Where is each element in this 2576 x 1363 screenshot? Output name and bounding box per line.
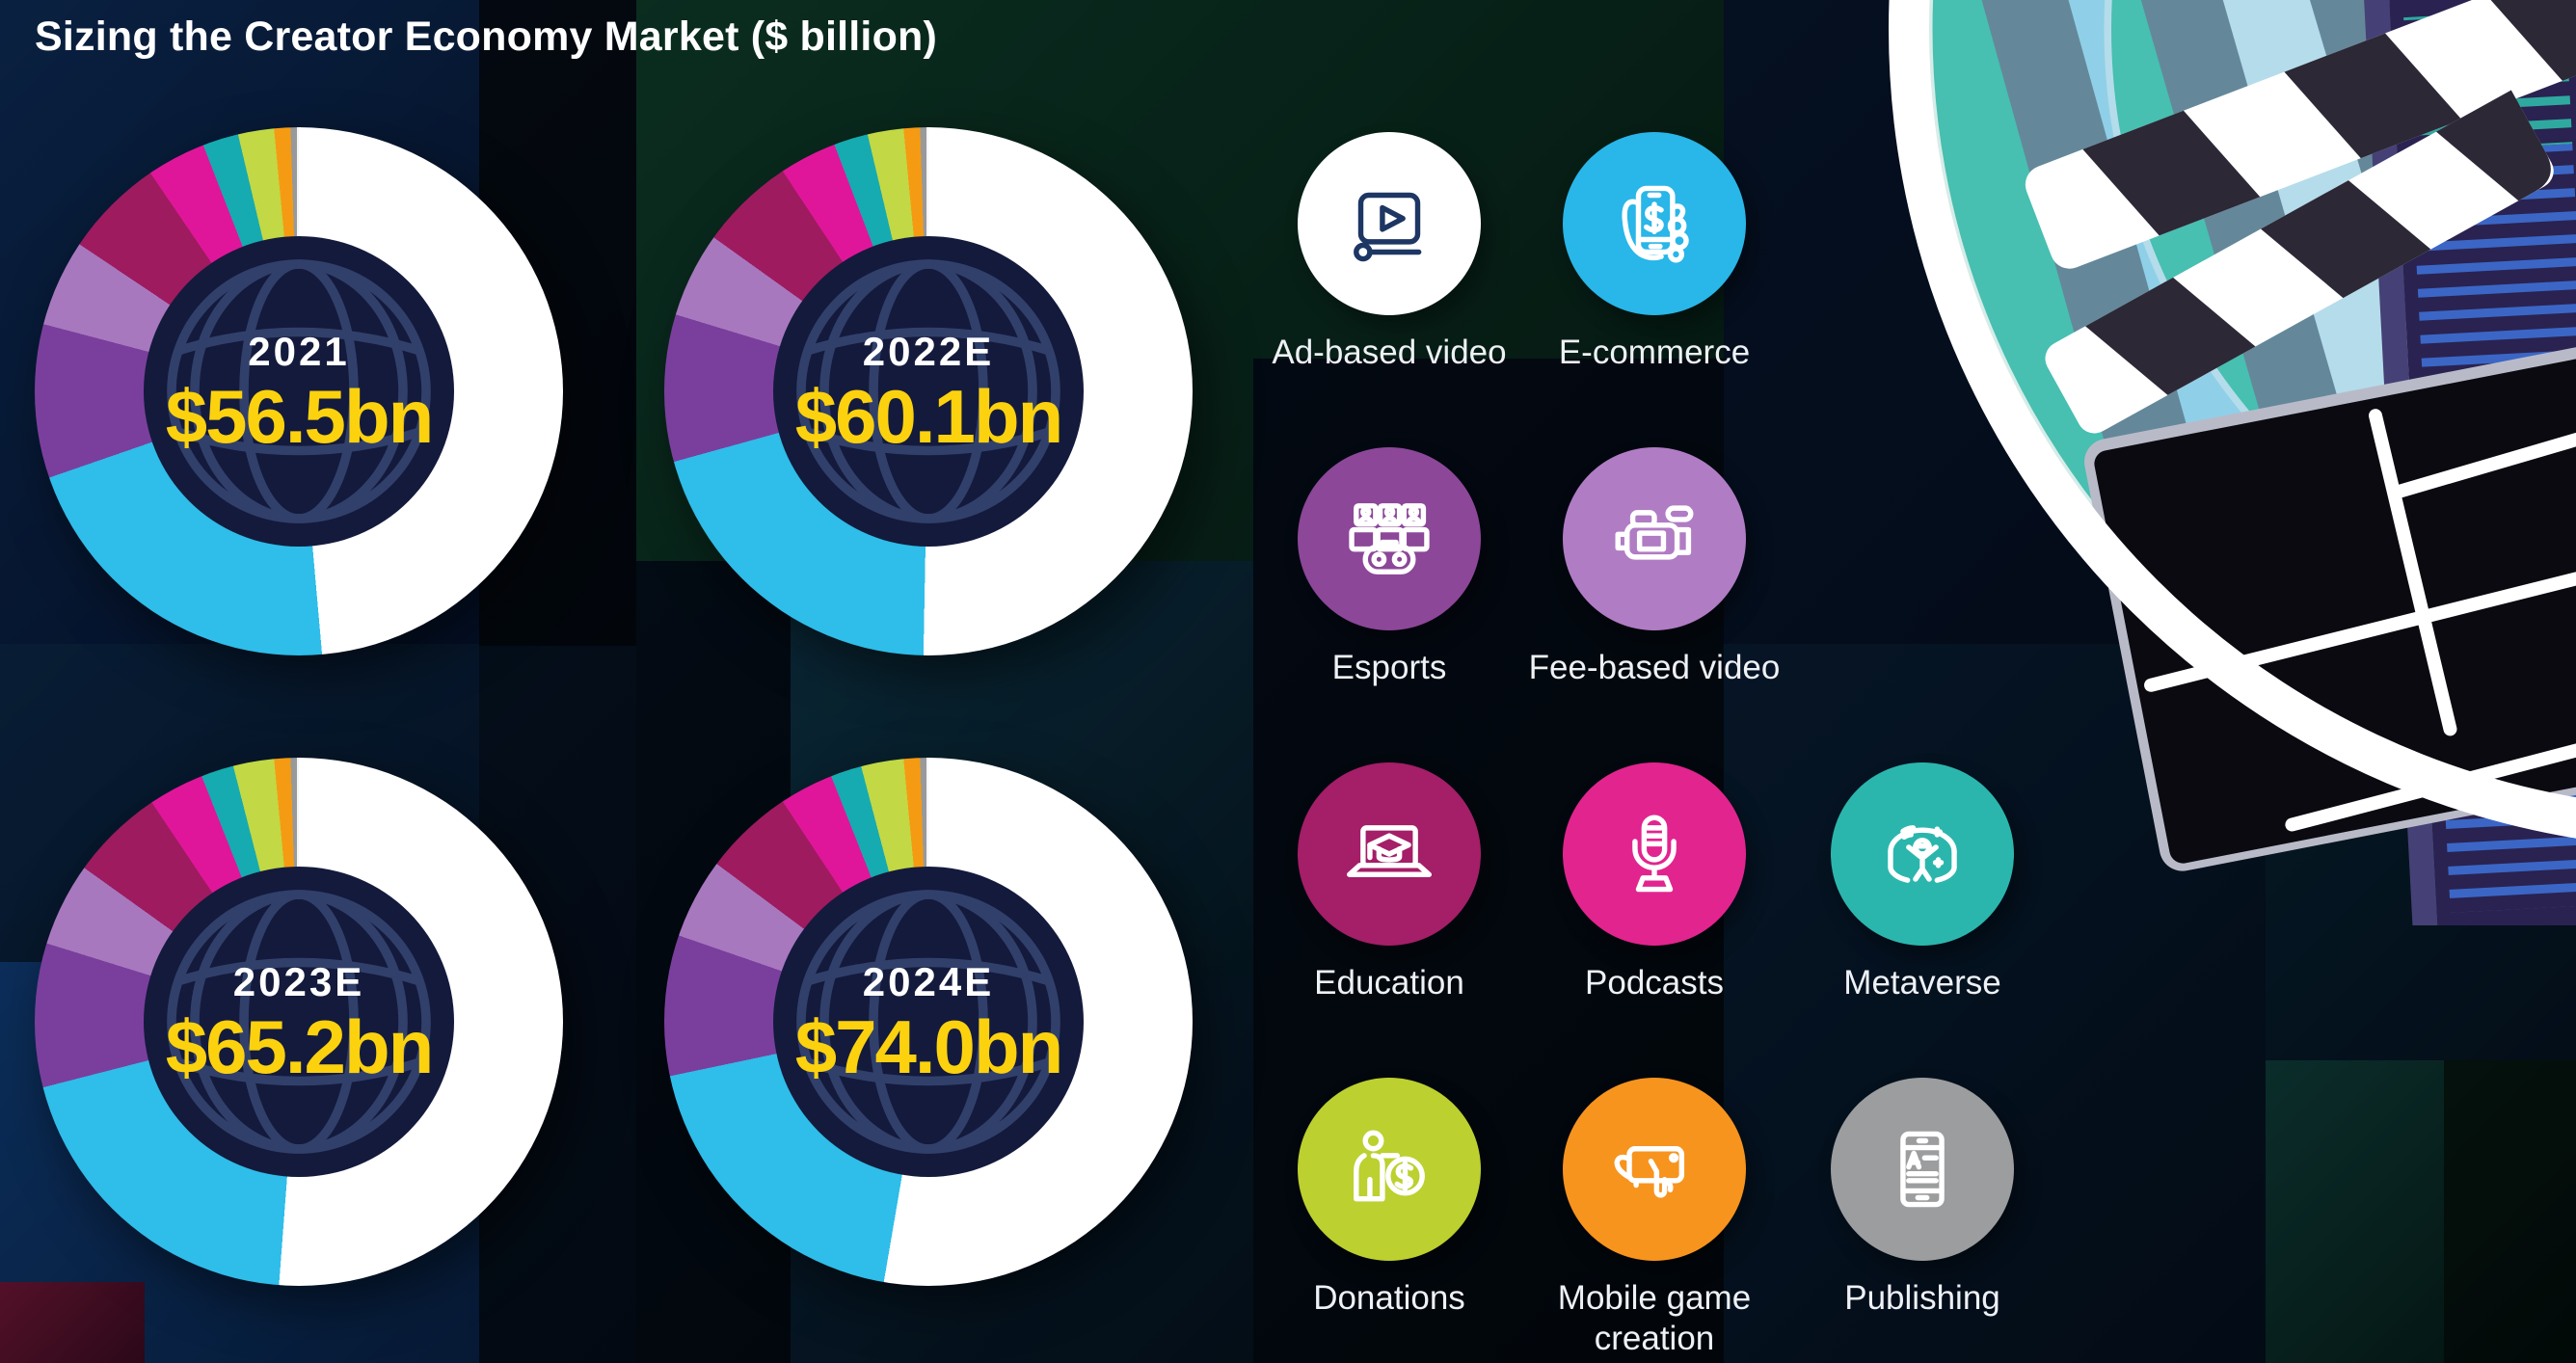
e-reader-icon	[1900, 1131, 1945, 1208]
legend-circle	[1298, 1078, 1481, 1261]
donut-chart-2021: 2021 $56.5bn	[35, 127, 563, 655]
legend-item-ad-based-video: Ad-based video	[1249, 132, 1529, 373]
gamepad-screens-icon	[1349, 503, 1430, 575]
hand-phone-dollar-icon	[1622, 185, 1689, 263]
legend-circle	[1831, 762, 2014, 946]
legend-item-publishing: Publishing	[1783, 1078, 2062, 1319]
legend-label: Metaverse	[1843, 964, 2001, 1002]
vr-panorama-icon	[1888, 825, 1957, 883]
video-camera-icon	[1615, 505, 1694, 560]
legend-item-fee-based-video: Fee-based video	[1515, 447, 1794, 688]
page-title: Sizing the Creator Economy Market ($ bil…	[35, 13, 938, 60]
legend-item-mobile-game-creation: Mobile game creation	[1515, 1078, 1794, 1359]
legend-item-e-commerce: E-commerce	[1515, 132, 1794, 373]
legend-label: Education	[1314, 964, 1464, 1002]
legend-circle	[1298, 132, 1481, 315]
background-tile	[0, 1282, 145, 1363]
legend-circle	[1563, 132, 1746, 315]
person-coin-icon	[1354, 1130, 1425, 1202]
donut-start-tick	[297, 758, 301, 871]
donut-year-label: 2021	[248, 329, 350, 374]
donut-total-value: $56.5bn	[165, 374, 434, 459]
donut-start-tick	[926, 758, 930, 871]
background-tile	[2266, 1060, 2444, 1363]
legend-circle	[1563, 762, 1746, 946]
globe-icon	[796, 259, 1060, 523]
donut-total-value: $74.0bn	[794, 1004, 1063, 1089]
legend-label: E-commerce	[1558, 334, 1751, 371]
globe-icon	[167, 259, 431, 523]
donut-chart-2022e: 2022E $60.1bn	[664, 127, 1193, 655]
background-tile	[2444, 1060, 2576, 1363]
legend-label: Ad-based video	[1272, 334, 1507, 371]
donut-year-label: 2023E	[232, 959, 365, 1004]
donut-center: 2022E $60.1bn	[773, 236, 1084, 547]
phone-tap-icon	[1614, 1146, 1685, 1198]
video-player-icon	[1354, 192, 1422, 262]
donut-year-label: 2022E	[862, 329, 995, 374]
clapperboard-illustration	[1889, 0, 2576, 925]
donut-start-tick	[926, 127, 930, 241]
donut-total-value: $65.2bn	[165, 1004, 434, 1089]
donut-chart-2023e: 2023E $65.2bn	[35, 758, 563, 1286]
globe-icon	[796, 890, 1060, 1154]
donut-center: 2024E $74.0bn	[773, 867, 1084, 1177]
donut-chart-2024e: 2024E $74.0bn	[664, 758, 1193, 1286]
legend-circle	[1298, 447, 1481, 630]
donut-total-value: $60.1bn	[794, 374, 1063, 459]
legend-circle	[1563, 447, 1746, 630]
microphone-icon	[1632, 815, 1677, 893]
legend-label: Publishing	[1844, 1279, 2000, 1317]
legend-item-donations: Donations	[1249, 1078, 1529, 1319]
legend-circle	[1563, 1078, 1746, 1261]
legend-item-metaverse: Metaverse	[1783, 762, 2062, 1003]
legend-circle	[1298, 762, 1481, 946]
legend-label: Mobile game creation	[1557, 1279, 1752, 1357]
legend-label: Esports	[1331, 649, 1447, 686]
legend-label: Donations	[1313, 1279, 1465, 1317]
legend-label: Fee-based video	[1528, 649, 1781, 686]
legend-circle	[1831, 1078, 2014, 1261]
donut-center: 2021 $56.5bn	[144, 236, 454, 547]
legend-item-education: Education	[1249, 762, 1529, 1003]
legend-label: Podcasts	[1585, 964, 1724, 1002]
laptop-graduation-icon	[1346, 825, 1433, 877]
globe-icon	[167, 890, 431, 1154]
legend-item-podcasts: Podcasts	[1515, 762, 1794, 1003]
donut-year-label: 2024E	[862, 959, 995, 1004]
legend-item-esports: Esports	[1249, 447, 1529, 688]
donut-center: 2023E $65.2bn	[144, 867, 454, 1177]
donut-start-tick	[297, 127, 301, 241]
